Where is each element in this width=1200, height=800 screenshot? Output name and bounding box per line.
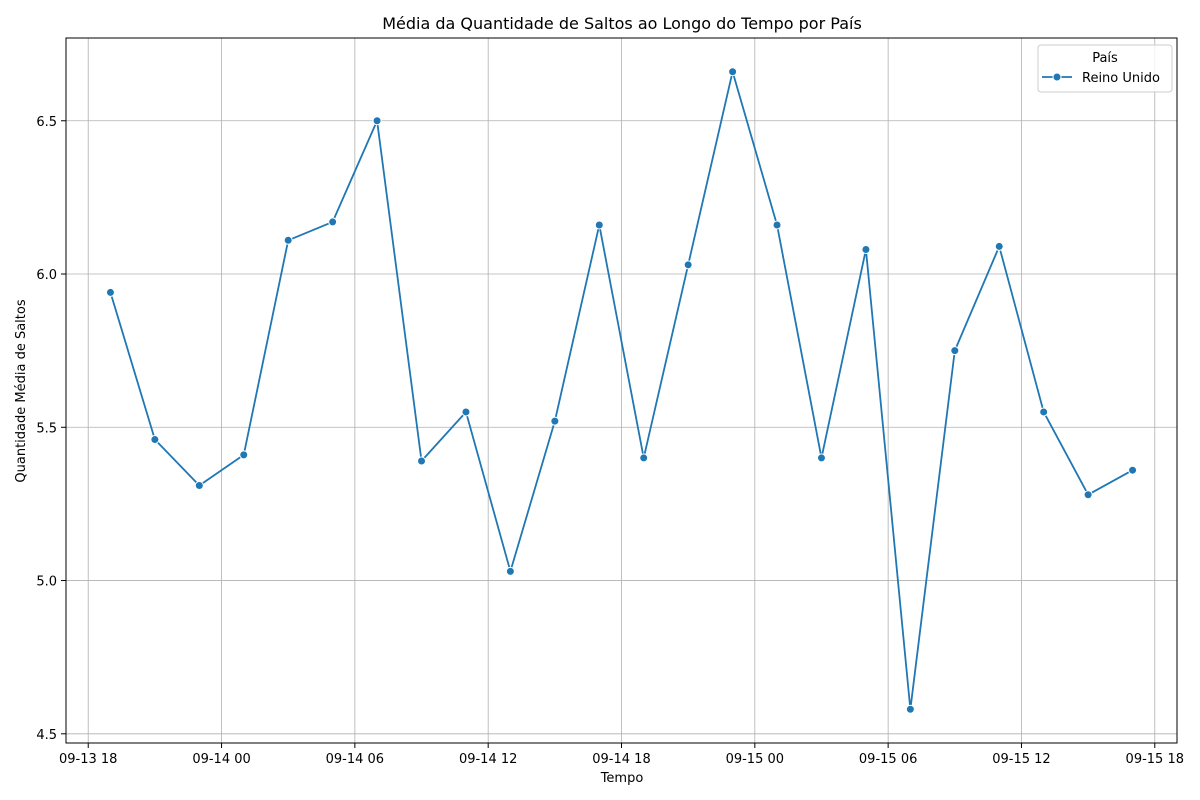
y-axis-label: Quantidade Média de Saltos bbox=[14, 299, 29, 482]
data-point-0-16 bbox=[816, 453, 826, 463]
data-point-0-8 bbox=[461, 407, 471, 417]
data-point-0-23 bbox=[1128, 465, 1138, 475]
data-point-0-14 bbox=[728, 67, 738, 77]
data-point-0-9 bbox=[505, 566, 515, 576]
data-point-0-19 bbox=[950, 346, 960, 356]
x-tick-label-2: 09-14 06 bbox=[326, 752, 384, 767]
grid-lines bbox=[66, 38, 1177, 743]
x-axis-label: Tempo bbox=[600, 771, 644, 786]
series-line-0 bbox=[109, 70, 1134, 711]
data-point-0-0 bbox=[105, 287, 115, 297]
x-tick-label-0: 09-13 18 bbox=[59, 752, 117, 767]
axis-ticks: 09-13 18 09-14 00 09-14 06 09-14 12 09-14 18… bbox=[36, 115, 1184, 767]
legend-box bbox=[1037, 44, 1173, 93]
x-tick-label-6: 09-15 06 bbox=[859, 752, 917, 767]
data-point-0-21 bbox=[1039, 407, 1049, 417]
y-tick-label-3: 6.0 bbox=[36, 268, 57, 283]
series-layer bbox=[105, 67, 1138, 714]
x-tick-label-7: 09-15 12 bbox=[992, 752, 1050, 767]
x-tick-label-5: 09-15 00 bbox=[726, 752, 784, 767]
data-point-0-2 bbox=[194, 481, 204, 491]
data-point-0-5 bbox=[328, 217, 338, 227]
data-point-0-20 bbox=[994, 241, 1004, 251]
x-tick-label-4: 09-14 18 bbox=[592, 752, 650, 767]
x-tick-label-1: 09-14 00 bbox=[192, 752, 250, 767]
x-tick-label-3: 09-14 12 bbox=[459, 752, 517, 767]
y-tick-label-2: 5.5 bbox=[36, 421, 57, 436]
y-tick-label-1: 5.0 bbox=[36, 575, 57, 590]
legend-marker-reino-unido bbox=[1052, 72, 1062, 82]
data-point-0-15 bbox=[772, 220, 782, 230]
legend: País Reino Unido bbox=[1037, 44, 1173, 93]
data-point-0-10 bbox=[550, 416, 560, 426]
chart-title: Média da Quantidade de Saltos ao Longo d… bbox=[382, 14, 862, 33]
data-point-0-22 bbox=[1083, 490, 1093, 500]
data-point-0-6 bbox=[372, 116, 382, 126]
data-point-0-12 bbox=[639, 453, 649, 463]
data-point-0-4 bbox=[283, 235, 293, 245]
data-point-0-3 bbox=[239, 450, 249, 460]
data-point-0-1 bbox=[150, 435, 160, 445]
y-tick-label-0: 4.5 bbox=[36, 728, 57, 743]
x-tick-label-8: 09-15 18 bbox=[1126, 752, 1184, 767]
data-point-0-18 bbox=[905, 704, 915, 714]
legend-title: País bbox=[1092, 51, 1118, 66]
legend-label-reino-unido: Reino Unido bbox=[1082, 71, 1160, 86]
data-point-0-13 bbox=[683, 260, 693, 270]
y-tick-label-4: 6.5 bbox=[36, 115, 57, 130]
data-point-0-17 bbox=[861, 245, 871, 254]
data-point-0-7 bbox=[417, 456, 427, 466]
data-point-0-11 bbox=[594, 220, 604, 230]
